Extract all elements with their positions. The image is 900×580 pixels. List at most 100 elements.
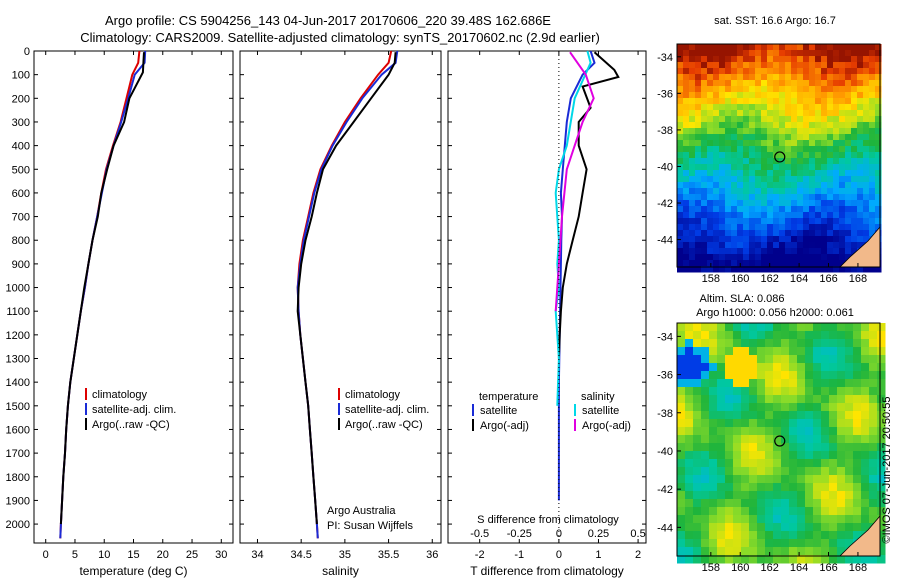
heatmap-cell (733, 347, 742, 356)
heatmap-cell (737, 92, 744, 99)
heatmap-cell (845, 236, 852, 243)
heatmap-cell (693, 491, 702, 500)
heatmap-cell (863, 116, 870, 123)
argo-location-marker (774, 151, 786, 163)
heatmap-cell (701, 236, 708, 243)
heatmap-cell (839, 56, 846, 63)
heatmap-cell (821, 435, 830, 444)
heatmap-cell (749, 355, 758, 364)
heatmap-cell (809, 92, 816, 99)
heatmap-cell (725, 419, 734, 428)
heatmap-cell (707, 128, 714, 135)
heatmap-cell (803, 254, 810, 261)
heatmap-cell (827, 146, 834, 153)
x-tick-label: 5 (72, 549, 78, 561)
heatmap-cell (829, 403, 838, 412)
heatmap-cell (803, 98, 810, 105)
heatmap-cell (755, 164, 762, 171)
heatmap-cell (791, 116, 798, 123)
heatmap-cell (701, 419, 710, 428)
heatmap-cell (845, 371, 854, 380)
heatmap-cell (731, 206, 738, 213)
heatmap-cell (701, 499, 710, 508)
heatmap-cell (853, 523, 862, 532)
heatmap-cell (683, 74, 690, 81)
heatmap-cell (737, 224, 744, 231)
heatmap-cell (773, 419, 782, 428)
heatmap-cell (773, 491, 782, 500)
heatmap-cell (757, 443, 766, 452)
heatmap-cell (683, 98, 690, 105)
x-tick-label: 30 (215, 549, 227, 561)
heatmap-cell (683, 44, 690, 51)
heatmap-cell (845, 507, 854, 516)
heatmap-cell (813, 363, 822, 372)
heatmap-cell (857, 98, 864, 105)
heatmap-cell (803, 110, 810, 117)
y-tick-label: 900 (12, 259, 30, 271)
heatmap-cell (701, 170, 708, 177)
heatmap-cell (743, 212, 750, 219)
heatmap-cell (689, 68, 696, 75)
heatmap-cell (839, 116, 846, 123)
heatmap-cell (877, 483, 886, 492)
heatmap-cell (737, 116, 744, 123)
heatmap-cell (821, 212, 828, 219)
heatmap-cell (731, 116, 738, 123)
x-tick-label: 168 (849, 273, 867, 285)
heatmap-cell (709, 379, 718, 388)
heatmap-cell (815, 104, 822, 111)
heatmap-cell (861, 499, 870, 508)
heatmap-cell (789, 555, 798, 564)
heatmap-cell (803, 50, 810, 57)
heatmap-cell (743, 56, 750, 63)
heatmap-cell (837, 475, 846, 484)
heatmap-cell (755, 224, 762, 231)
heatmap-cell (725, 62, 732, 69)
heatmap-cell (713, 98, 720, 105)
heatmap-cell (827, 152, 834, 159)
heatmap-cell (833, 92, 840, 99)
heatmap-cell (683, 260, 690, 267)
heatmap-cell (765, 355, 774, 364)
heatmap-cell (713, 176, 720, 183)
heatmap-cell (785, 74, 792, 81)
heatmap-cell (857, 194, 864, 201)
heatmap-cell (821, 451, 830, 460)
heatmap-cell (815, 140, 822, 147)
heatmap-cell (677, 50, 684, 57)
heatmap-cell (755, 212, 762, 219)
heatmap-cell (709, 443, 718, 452)
heatmap-cell (761, 116, 768, 123)
heatmap-cell (695, 212, 702, 219)
heatmap-cell (839, 176, 846, 183)
heatmap-cell (789, 347, 798, 356)
heatmap-cell (809, 266, 816, 273)
heatmap-cell (773, 236, 780, 243)
heatmap-cell (677, 419, 686, 428)
heatmap-cell (869, 128, 876, 135)
heatmap-cell (785, 50, 792, 57)
heatmap-cell (837, 443, 846, 452)
heatmap-cell (809, 116, 816, 123)
heatmap-cell (779, 122, 786, 129)
heatmap-cell (741, 451, 750, 460)
heatmap-cell (757, 395, 766, 404)
heatmap-cell (707, 110, 714, 117)
heatmap-cell (821, 531, 830, 540)
heatmap-cell (773, 218, 780, 225)
heatmap-cell (797, 110, 804, 117)
heatmap-cell (737, 98, 744, 105)
heatmap-cell (743, 188, 750, 195)
heatmap-cell (701, 104, 708, 111)
heatmap-cell (737, 230, 744, 237)
heatmap-cell (713, 200, 720, 207)
heatmap-cell (781, 339, 790, 348)
heatmap-cell (781, 547, 790, 556)
heatmap-cell (789, 331, 798, 340)
heatmap-cell (791, 128, 798, 135)
heatmap-cell (761, 206, 768, 213)
heatmap-cell (743, 164, 750, 171)
heatmap-cell (717, 539, 726, 548)
heatmap-cell (791, 170, 798, 177)
